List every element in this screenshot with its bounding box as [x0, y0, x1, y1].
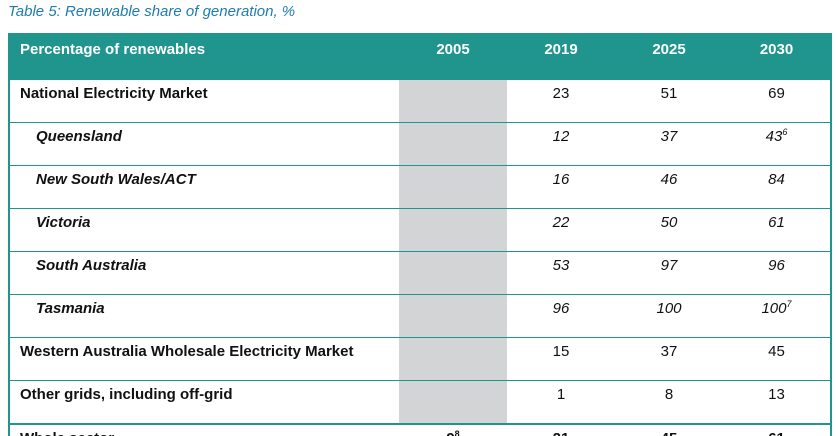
table-row: Other grids, including off-grid 1 8 13 [9, 380, 831, 424]
cell-2025: 46 [615, 165, 723, 209]
table-body: National Electricity Market 23 51 69 Queensl… [9, 79, 831, 436]
column-header-2025: 2025 [615, 34, 723, 80]
row-label: Other grids, including off-grid [9, 380, 399, 424]
cell-2025: 50 [615, 208, 723, 252]
cell-2005 [399, 122, 507, 166]
cell-2025: 37 [615, 337, 723, 381]
column-header-label: Percentage of renewables [9, 34, 399, 80]
cell-2030: 13 [723, 380, 831, 424]
row-label: New South Wales/ACT [9, 165, 399, 209]
renewables-table: Percentage of renewables 2005 2019 2025 203… [8, 33, 832, 436]
table-row: South Australia 53 97 96 [9, 251, 831, 295]
table-row: Western Australia Wholesale Electricity … [9, 337, 831, 381]
cell-2030: 45 [723, 337, 831, 381]
cell-2005 [399, 380, 507, 424]
cell-2025: 8 [615, 380, 723, 424]
table-row: Queensland 12 37 436 [9, 122, 831, 166]
cell-2005 [399, 337, 507, 381]
column-header-2030: 2030 [723, 34, 831, 80]
cell-2005 [399, 79, 507, 123]
cell-2005 [399, 208, 507, 252]
cell-2030: 1007 [723, 294, 831, 338]
row-label: Whole sector [9, 423, 399, 436]
table-caption: Table 5: Renewable share of generation, … [8, 3, 296, 20]
table-row: Victoria 22 50 61 [9, 208, 831, 252]
cell-2025: 51 [615, 79, 723, 123]
row-label: Victoria [9, 208, 399, 252]
cell-2025: 45 [615, 423, 723, 436]
cell-2019: 15 [507, 337, 615, 381]
column-header-2019: 2019 [507, 34, 615, 80]
cell-2019: 12 [507, 122, 615, 166]
footnote-ref: 6 [782, 127, 788, 137]
cell-2019: 96 [507, 294, 615, 338]
table-row: National Electricity Market 23 51 69 [9, 79, 831, 123]
cell-2030: 96 [723, 251, 831, 295]
cell-2030: 84 [723, 165, 831, 209]
row-label: South Australia [9, 251, 399, 295]
cell-2025: 97 [615, 251, 723, 295]
footnote-ref: 8 [454, 429, 460, 436]
cell-2005: 98 [399, 423, 507, 436]
table-row: Whole sector98214561 [9, 423, 831, 436]
cell-2030: 436 [723, 122, 831, 166]
cell-2030: 61 [723, 423, 831, 436]
cell-2025: 100 [615, 294, 723, 338]
cell-2030: 61 [723, 208, 831, 252]
table-header-row: Percentage of renewables 2005 2019 2025 203… [9, 34, 831, 80]
cell-2019: 53 [507, 251, 615, 295]
cell-2025: 37 [615, 122, 723, 166]
table-row: New South Wales/ACT 16 46 84 [9, 165, 831, 209]
row-label: National Electricity Market [9, 79, 399, 123]
cell-2019: 1 [507, 380, 615, 424]
row-label: Western Australia Wholesale Electricity … [9, 337, 399, 381]
table-header: Percentage of renewables 2005 2019 2025 203… [9, 34, 831, 80]
cell-2005 [399, 294, 507, 338]
cell-2030: 69 [723, 79, 831, 123]
cell-2005 [399, 251, 507, 295]
cell-2019: 22 [507, 208, 615, 252]
column-header-2005: 2005 [399, 34, 507, 80]
table-row: Tasmania 96 100 1007 [9, 294, 831, 338]
cell-2019: 16 [507, 165, 615, 209]
row-label: Queensland [9, 122, 399, 166]
cell-2019: 23 [507, 79, 615, 123]
cell-2019: 21 [507, 423, 615, 436]
cell-2005 [399, 165, 507, 209]
row-label: Tasmania [9, 294, 399, 338]
footnote-ref: 7 [786, 299, 792, 309]
